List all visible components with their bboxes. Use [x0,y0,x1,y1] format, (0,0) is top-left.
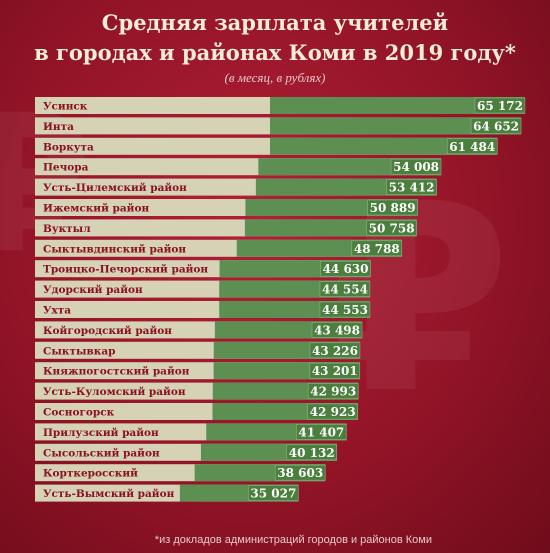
category-label: Сысольский район [43,447,160,459]
bar-row: Княжпогостский район 43 201 [35,362,361,380]
category-label: Печора [43,162,89,174]
bar-row: Ухта 44 553 [35,301,371,318]
data-label: 43 201 [312,364,358,378]
data-label: 65 172 [477,99,523,113]
value-box [320,260,371,277]
category-label: Сосногорск [43,407,115,419]
category-label: Усинск [43,101,88,113]
data-label: 44 554 [322,283,368,297]
bar [270,97,525,114]
value-box [319,281,371,297]
value-box [248,485,299,501]
category-label: Ижемский район [43,203,149,215]
value-box [307,383,359,399]
bar [270,117,522,135]
bar-row: Печора 54 008 [35,158,442,176]
value-box [309,342,361,359]
category-label: Ухта [43,305,71,317]
value-box [351,240,403,257]
bar-row: Усть-Вымский район 35 027 [35,484,299,502]
data-label: 61 484 [449,140,495,154]
category-label: Усть-Вымский район [43,488,175,500]
footnote: *из докладов администраций городов и рай… [154,534,432,546]
bar [270,137,498,155]
value-box [386,179,437,195]
data-label: 44 553 [322,303,368,317]
data-label: 50 758 [369,221,415,235]
data-label: 42 993 [310,385,356,399]
data-label: 50 889 [370,201,416,215]
category-label: Удорский район [43,284,143,296]
category-label: Инта [43,121,74,133]
data-label: 41 407 [298,425,344,439]
category-label: Воркута [43,141,94,153]
data-label: 44 630 [323,262,369,276]
category-label: Княжпогостский район [43,366,190,378]
bar-row: Сыктывкар 43 226 [35,341,361,359]
category-label: Усть-Куломский район [43,386,186,398]
value-box [309,362,361,379]
bar-row: Сысольский район 40 132 [35,443,338,461]
value-box [311,322,363,338]
category-label: Вуктыл [43,223,91,235]
data-label: 54 008 [393,160,439,174]
category-label: Корткеросский [43,468,138,480]
bar-row: Усинск 65 172 [35,97,526,114]
bar-row: Усть-Куломский район 42 993 [35,382,359,400]
data-label: 40 132 [289,446,335,460]
value-box [470,118,522,134]
title-line-2: в городах и районах Коми в 2019 году* [34,40,516,65]
data-label: 53 412 [389,181,435,195]
value-box [296,424,347,440]
category-label: Усть-Цилемский район [43,182,187,194]
value-box [274,464,326,481]
bar-row: Воркута 61 484 [35,137,498,155]
bar-row: Вуктыл 50 758 [35,219,417,237]
chart-subtitle: (в месяц, в рублях) [224,70,326,85]
bar-row: Удорский район 44 554 [35,280,371,298]
category-label: Койгородский район [43,325,172,337]
title-line-1: Средняя зарплата учителей [101,10,449,35]
category-label: Троицко-Печорский район [43,264,208,276]
data-label: 42 923 [310,405,356,419]
value-box [366,220,417,236]
value-box [474,97,526,114]
bar-row: Сосногорск 42 923 [35,403,359,420]
bar-row: Ижемский район 50 889 [35,199,418,216]
value-box [286,444,338,461]
bar-row: Сыктывдинский район 48 788 [35,239,403,257]
bar-row: Усть-Цилемский район 53 412 [35,178,437,196]
value-box [307,403,359,420]
value-box [319,301,371,318]
chart-title: Средняя зарплата учителей в городах и ра… [0,8,550,68]
data-label: 43 498 [314,323,360,337]
bar-row: Прилузский район 41 407 [35,423,347,441]
category-label: Прилузский район [43,427,159,439]
data-label: 38 603 [277,466,323,480]
value-box [367,199,418,216]
data-label: 64 652 [473,119,519,133]
bar-row: Инта 64 652 [35,117,522,135]
category-label: Сыктывдинский район [43,243,186,255]
category-label: Сыктывкар [43,345,116,357]
data-label: 48 788 [354,242,400,256]
bar-row: Койгородский район 43 498 [35,321,363,339]
value-box [390,158,442,175]
bar-row: Троицко-Печорский район 44 630 [35,260,371,278]
data-label: 35 027 [250,487,296,501]
data-label: 43 226 [312,344,358,358]
bar-row: Корткеросский 38 603 [35,464,326,482]
value-box [446,138,498,155]
